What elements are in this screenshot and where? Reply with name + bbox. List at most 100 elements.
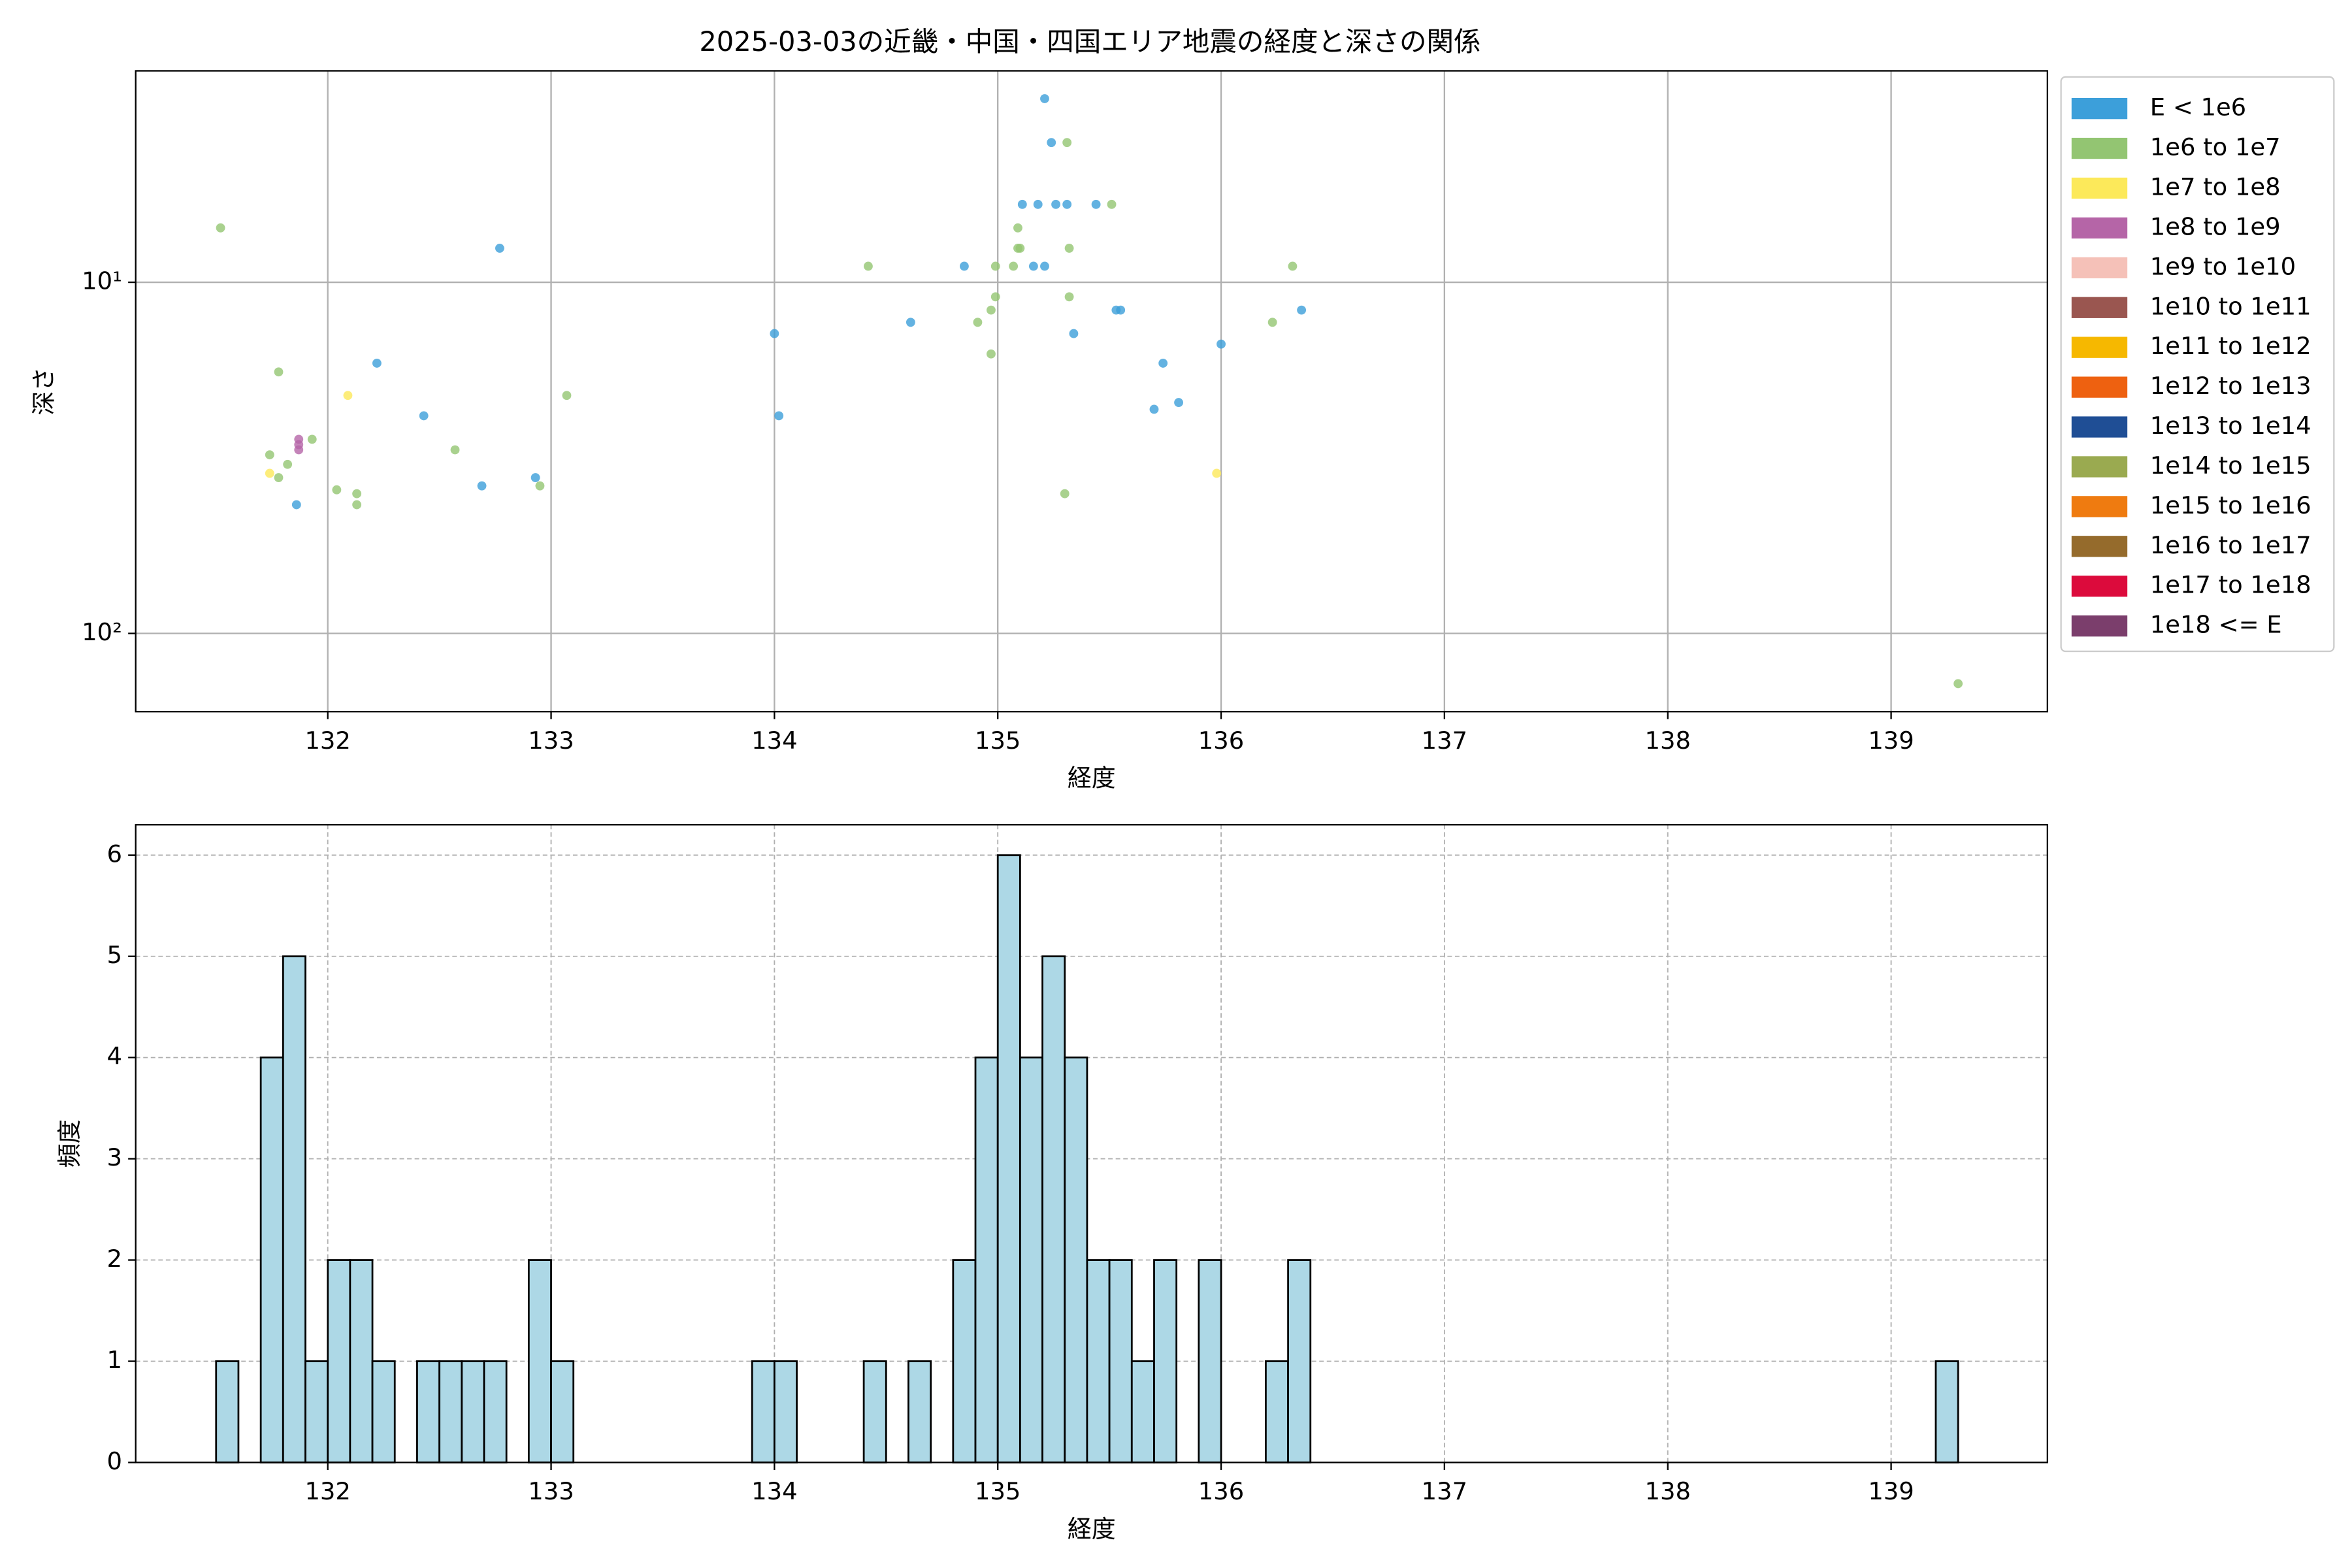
x-tick-label: 139	[1868, 1477, 1914, 1505]
scatter-point	[291, 500, 301, 510]
legend-label: 1e13 to 1e14	[2150, 412, 2311, 440]
legend-label: 1e12 to 1e13	[2150, 372, 2311, 400]
histogram-bar	[461, 1360, 485, 1463]
legend-label: 1e15 to 1e16	[2150, 491, 2311, 519]
x-tick-label: 138	[1644, 727, 1690, 755]
x-tick-label: 134	[751, 1477, 797, 1505]
legend-swatch	[2071, 496, 2128, 517]
histogram-bar	[1130, 1360, 1155, 1463]
scatter-point	[1062, 138, 1072, 148]
y-tick-label: 10¹	[82, 267, 122, 295]
histogram-bar	[550, 1360, 575, 1463]
legend: E < 1e6 1e6 to 1e7 1e7 to 1e8 1e8 to 1e9 1e9…	[2060, 76, 2335, 653]
histogram-bar	[371, 1360, 396, 1463]
scatter-point	[477, 481, 487, 491]
scatter-point	[1267, 318, 1277, 327]
legend-label: 1e6 to 1e7	[2150, 133, 2281, 161]
histogram-bar	[483, 1360, 508, 1463]
histogram-bar	[996, 854, 1021, 1463]
legend-swatch	[2071, 576, 2128, 597]
scatter-point	[959, 261, 969, 271]
scatter-point	[531, 473, 540, 482]
legend-label: E < 1e6	[2150, 93, 2246, 122]
y-tick-label: 2	[106, 1245, 122, 1273]
scatter-point	[1212, 468, 1222, 478]
scatter-point	[372, 358, 382, 368]
scatter-point	[1217, 339, 1226, 349]
x-tick-label: 137	[1422, 727, 1467, 755]
histogram-bar	[304, 1360, 329, 1463]
scatter-point	[990, 261, 1000, 271]
x-tick-label: 133	[528, 727, 574, 755]
scatter-point	[1028, 261, 1038, 271]
y-tick-label: 4	[106, 1042, 122, 1070]
scatter-point	[332, 485, 342, 495]
scatter-point	[987, 305, 996, 315]
scatter-point	[274, 367, 284, 377]
y-tick-label: 3	[106, 1143, 122, 1171]
histogram-bar	[1086, 1259, 1111, 1463]
histogram-bar	[416, 1360, 440, 1463]
scatter-point	[352, 500, 362, 510]
scatter-point	[1297, 305, 1307, 315]
x-tick-label: 139	[1868, 727, 1914, 755]
histogram-bar	[1198, 1259, 1222, 1463]
scatter-point	[1953, 679, 1963, 689]
histogram-bar	[974, 1056, 999, 1463]
x-tick-label: 137	[1422, 1477, 1467, 1505]
x-tick-label: 135	[975, 727, 1021, 755]
legend-label: 1e7 to 1e8	[2150, 173, 2281, 201]
plot-frame	[135, 70, 2048, 713]
scatter-point	[1013, 223, 1022, 233]
histogram-bar	[1265, 1360, 1289, 1463]
x-tick-label: 134	[751, 727, 797, 755]
scatter-point	[774, 411, 784, 421]
scatter-point	[1060, 489, 1070, 498]
scatter-point	[216, 223, 225, 233]
histogram-bar	[259, 1056, 284, 1463]
scatter-point	[265, 450, 274, 460]
scatter-point	[770, 329, 779, 338]
scatter-point	[1047, 138, 1056, 148]
histogram-bar	[1935, 1360, 1959, 1463]
legend-swatch	[2071, 137, 2128, 159]
scatter-point	[1017, 199, 1027, 209]
scatter-point	[343, 391, 353, 400]
scatter-point	[1116, 305, 1126, 315]
scatter-point	[1051, 199, 1060, 209]
scatter-point	[1064, 292, 1074, 302]
legend-label: 1e11 to 1e12	[2150, 332, 2311, 360]
histogram-bar	[952, 1259, 977, 1463]
scatter-point	[535, 481, 545, 491]
x-tick-label: 132	[304, 1477, 350, 1505]
histogram-bar	[1153, 1259, 1178, 1463]
legend-label: 1e17 to 1e18	[2150, 571, 2311, 599]
scatter-point	[274, 473, 284, 482]
legend-label: 1e16 to 1e17	[2150, 531, 2311, 559]
scatter-point	[864, 261, 873, 271]
histogram-bar	[773, 1360, 798, 1463]
legend-swatch	[2071, 615, 2128, 637]
legend-swatch	[2071, 336, 2128, 358]
y-axis-label: 深さ	[30, 367, 58, 416]
scatter-point	[1158, 358, 1168, 368]
histogram-bar	[1287, 1259, 1312, 1463]
x-tick-label: 138	[1644, 1477, 1690, 1505]
legend-label: 1e18 <= E	[2150, 611, 2282, 639]
scatter-point	[1040, 261, 1049, 271]
scatter-point	[1040, 94, 1049, 103]
y-tick-label: 5	[106, 941, 122, 969]
chart-title: 2025-03-03の近畿・中国・四国エリア地震の経度と深さの関係	[699, 25, 1480, 57]
scatter-point	[906, 318, 915, 327]
y-tick-label: 0	[106, 1447, 122, 1475]
scatter-point	[1015, 244, 1025, 253]
scatter-point	[1149, 404, 1159, 414]
scatter-point	[294, 445, 304, 455]
histogram-bar	[907, 1360, 932, 1463]
x-tick-label: 133	[528, 1477, 574, 1505]
legend-swatch	[2071, 177, 2128, 199]
legend-swatch	[2071, 376, 2128, 398]
legend-frame	[2060, 76, 2335, 653]
x-tick-label: 136	[1198, 727, 1244, 755]
